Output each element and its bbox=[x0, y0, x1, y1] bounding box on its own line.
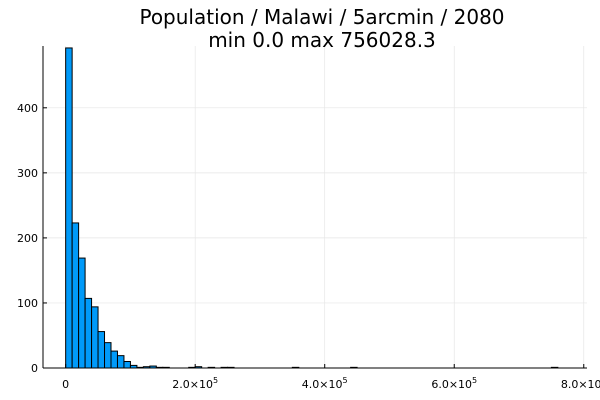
histogram-bar bbox=[104, 342, 112, 369]
histogram-bar bbox=[116, 355, 125, 369]
y-tick-label: 300 bbox=[17, 167, 38, 180]
histogram-bar bbox=[71, 222, 80, 369]
histogram-bar bbox=[78, 257, 86, 369]
chart-subtitle: min 0.0 max 756028.3 bbox=[208, 28, 436, 52]
y-tick-label: 400 bbox=[17, 102, 38, 115]
tick-marks bbox=[43, 107, 585, 369]
axes bbox=[42, 46, 587, 369]
x-tick-label: 6.0×105 bbox=[431, 376, 477, 391]
tick-labels: 0 100 200 300 400 0 2.0×105 4.0×105 6.0×105 8.0×1… bbox=[17, 102, 600, 391]
histogram-bar bbox=[65, 47, 73, 369]
histogram-bar bbox=[123, 360, 131, 369]
histogram-bar bbox=[110, 350, 118, 369]
y-tick-label: 200 bbox=[17, 232, 38, 245]
chart-title: Population / Malawi / 5arcmin / 2080 bbox=[139, 5, 504, 29]
x-tick-label: 0 bbox=[62, 378, 69, 391]
histogram-bar bbox=[97, 331, 106, 369]
x-tick-label: 4.0×105 bbox=[302, 376, 348, 391]
histogram-bar bbox=[91, 306, 99, 369]
x-tick-label: 8.0×105 bbox=[561, 376, 600, 391]
grid-lines bbox=[43, 46, 587, 369]
histogram-bars bbox=[65, 47, 559, 369]
histogram-bar bbox=[84, 297, 93, 369]
y-tick-label: 0 bbox=[31, 362, 38, 375]
x-tick-label: 2.0×105 bbox=[172, 376, 218, 391]
y-tick-label: 100 bbox=[17, 297, 38, 310]
